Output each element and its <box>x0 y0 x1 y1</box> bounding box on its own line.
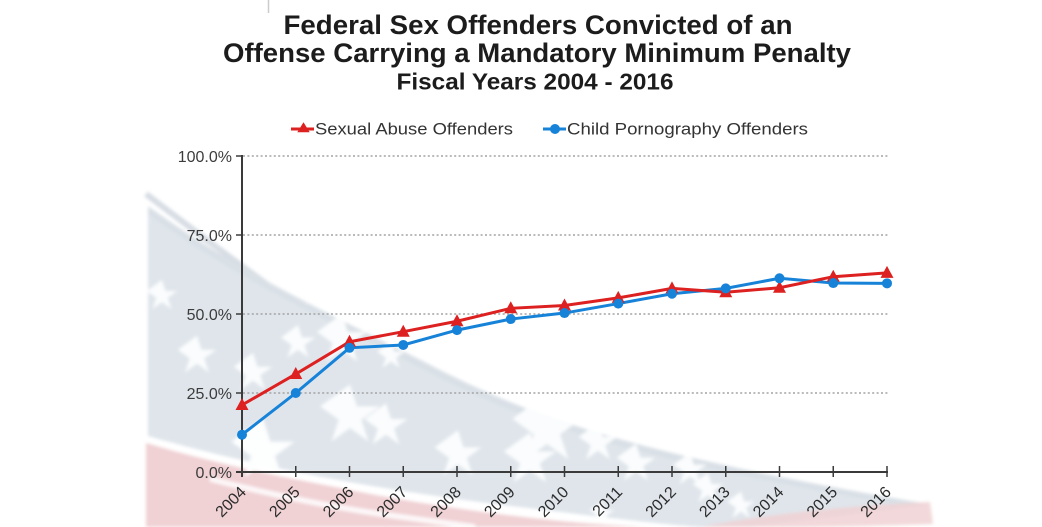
svg-text:100.0%: 100.0% <box>178 149 232 166</box>
svg-text:75.0%: 75.0% <box>187 228 232 245</box>
svg-text:Sexual Abuse Offenders: Sexual Abuse Offenders <box>315 120 513 139</box>
svg-text:Fiscal Years 2004 - 2016: Fiscal Years 2004 - 2016 <box>397 69 674 95</box>
svg-text:25.0%: 25.0% <box>187 386 232 403</box>
svg-text:0.0%: 0.0% <box>196 465 232 482</box>
svg-text:50.0%: 50.0% <box>187 307 232 324</box>
svg-text:Federal Sex Offenders Convicte: Federal Sex Offenders Convicted of an <box>284 10 793 40</box>
svg-text:Child Pornography Offenders: Child Pornography Offenders <box>567 120 808 139</box>
svg-text:Offense Carrying a Mandatory M: Offense Carrying a Mandatory Minimum Pen… <box>223 38 851 68</box>
